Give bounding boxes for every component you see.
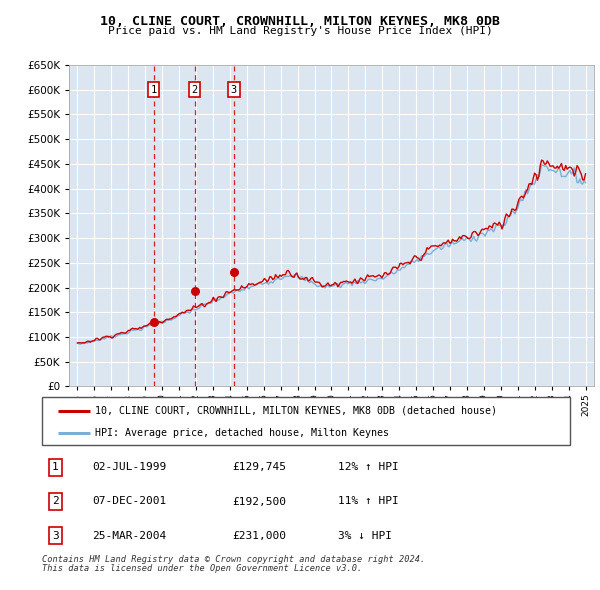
Text: Contains HM Land Registry data © Crown copyright and database right 2024.: Contains HM Land Registry data © Crown c… xyxy=(42,555,425,563)
Text: 1: 1 xyxy=(52,463,59,473)
Text: 2: 2 xyxy=(191,84,198,94)
Text: 11% ↑ HPI: 11% ↑ HPI xyxy=(338,497,398,506)
Text: 3: 3 xyxy=(52,530,59,540)
Text: 3: 3 xyxy=(230,84,237,94)
Text: This data is licensed under the Open Government Licence v3.0.: This data is licensed under the Open Gov… xyxy=(42,564,362,573)
Text: 10, CLINE COURT, CROWNHILL, MILTON KEYNES, MK8 0DB (detached house): 10, CLINE COURT, CROWNHILL, MILTON KEYNE… xyxy=(95,405,497,415)
Text: 25-MAR-2004: 25-MAR-2004 xyxy=(92,530,166,540)
Text: £129,745: £129,745 xyxy=(232,463,286,473)
Text: Price paid vs. HM Land Registry's House Price Index (HPI): Price paid vs. HM Land Registry's House … xyxy=(107,26,493,36)
Text: £231,000: £231,000 xyxy=(232,530,286,540)
Text: 02-JUL-1999: 02-JUL-1999 xyxy=(92,463,166,473)
Text: 2: 2 xyxy=(52,497,59,506)
Text: 12% ↑ HPI: 12% ↑ HPI xyxy=(338,463,398,473)
Text: HPI: Average price, detached house, Milton Keynes: HPI: Average price, detached house, Milt… xyxy=(95,428,389,438)
Text: 1: 1 xyxy=(151,84,157,94)
Text: 07-DEC-2001: 07-DEC-2001 xyxy=(92,497,166,506)
FancyBboxPatch shape xyxy=(42,397,570,445)
Text: £192,500: £192,500 xyxy=(232,497,286,506)
Text: 10, CLINE COURT, CROWNHILL, MILTON KEYNES, MK8 0DB: 10, CLINE COURT, CROWNHILL, MILTON KEYNE… xyxy=(100,15,500,28)
Text: 3% ↓ HPI: 3% ↓ HPI xyxy=(338,530,392,540)
